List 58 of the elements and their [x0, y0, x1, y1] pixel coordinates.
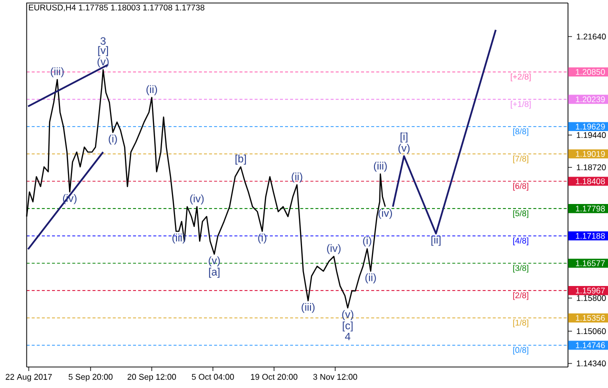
- annotation: [c]: [342, 321, 353, 332]
- annotation: [8/8]: [513, 128, 528, 136]
- ref-line-label: 1.15967: [576, 288, 605, 294]
- x-tick-label: 22 Aug 2017: [6, 374, 52, 382]
- ref-line-label: 1.19019: [576, 150, 605, 157]
- annotation: [2/8]: [513, 292, 528, 300]
- annotation: [+1/8]: [510, 100, 531, 109]
- annotation: (iii): [50, 67, 64, 78]
- annotation: (iii): [374, 162, 387, 172]
- annotation: [3/8]: [513, 264, 528, 273]
- annotation: [0/8]: [513, 346, 528, 355]
- ref-line-label: 1.18408: [576, 178, 605, 184]
- annotation: (ii): [146, 85, 158, 96]
- annotation: (i): [363, 236, 372, 247]
- y-tick-label: 1.21640: [576, 34, 606, 40]
- annotation: (v): [98, 57, 109, 68]
- annotation: [4/8]: [513, 238, 528, 246]
- y-tick-label: 1.15060: [576, 328, 606, 334]
- annotation: (ii): [365, 273, 376, 284]
- annotation: 4: [345, 332, 350, 340]
- annotation: [5/8]: [513, 210, 528, 218]
- x-tick-label: 20 Sep 12:00: [128, 374, 176, 382]
- annotation: [6/8]: [513, 182, 528, 191]
- annotation: [+2/8]: [510, 74, 531, 82]
- y-tick-label: 1.14340: [576, 360, 606, 366]
- annotation: (iv): [190, 194, 204, 204]
- ref-line-label: 1.17188: [576, 232, 605, 239]
- annotation: (i): [258, 234, 266, 244]
- x-tick-label: 5 Sep 20:00: [68, 374, 113, 382]
- annotation: [a]: [209, 268, 220, 278]
- ref-line-label: 1.16577: [576, 260, 605, 266]
- ref-line-label: 1.17798: [576, 206, 605, 212]
- x-tick-label: 5 Oct 04:00: [192, 374, 234, 380]
- annotation: (iii): [302, 302, 315, 313]
- ref-line-label: 1.14746: [576, 342, 605, 348]
- x-tick-label: 19 Oct 20:00: [251, 374, 298, 380]
- annotation: [i]: [400, 132, 408, 143]
- annotation: (i): [108, 134, 117, 145]
- annotation: [7/8]: [513, 156, 528, 164]
- line-series: [392, 28, 497, 234]
- annotation: [1/8]: [513, 320, 528, 328]
- ref-line-label: 1.20850: [576, 69, 605, 75]
- chart-title: EURUSD,H4 1.17785 1.18003 1.17708 1.17738: [28, 4, 204, 12]
- annotation: (iv): [378, 208, 392, 219]
- y-tick-label: 1.19440: [576, 132, 606, 138]
- annotation: [ii]: [431, 236, 441, 246]
- ref-line-label: 1.15356: [576, 314, 605, 321]
- annotation: [v]: [98, 46, 108, 56]
- annotation: (v): [398, 144, 410, 154]
- y-tick-label: 1.15800: [576, 295, 606, 301]
- x-tick-label: 3 Nov 12:00: [313, 374, 358, 380]
- annotation: (iv): [327, 244, 341, 254]
- annotation: [b]: [236, 154, 246, 165]
- ref-line-label: 1.19629: [576, 124, 605, 130]
- annotation: 3: [100, 37, 106, 45]
- ref-line-label: 1.20239: [576, 96, 605, 102]
- annotation: (ii): [292, 172, 302, 182]
- y-tick-label: 1.18720: [576, 164, 606, 170]
